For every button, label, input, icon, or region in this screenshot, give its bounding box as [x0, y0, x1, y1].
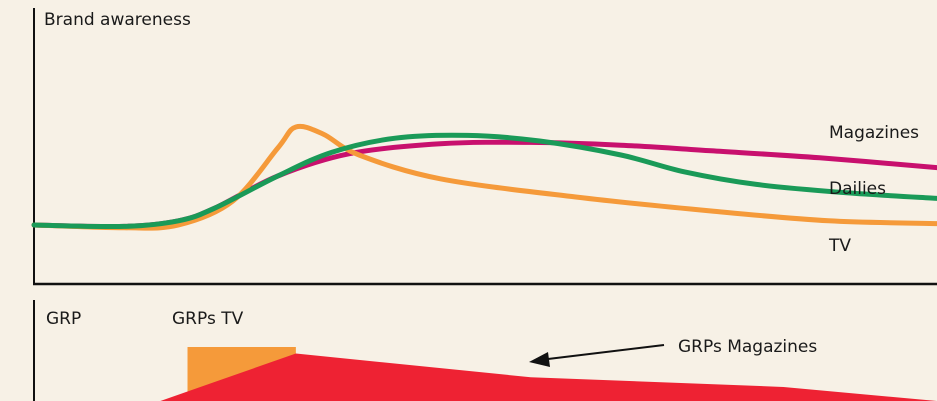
pointer-arrow-shaft — [547, 344, 665, 360]
series-label-tv: TV — [828, 236, 851, 256]
grps-magazines-label: GRPs Magazines — [678, 337, 817, 357]
bottom-y-axis-label: GRP — [46, 309, 81, 329]
top-y-axis-label: Brand awareness — [44, 10, 191, 30]
area-grps-magazines — [160, 353, 937, 401]
bottom-area-series — [160, 347, 937, 401]
grps-tv-label: GRPs TV — [172, 309, 244, 329]
series-label-magazines: Magazines — [829, 123, 919, 143]
top-series-lines — [31, 123, 937, 231]
series-line-dailies — [31, 132, 937, 230]
series-label-dailies: Dailies — [829, 179, 886, 199]
pointer-arrow-head — [529, 352, 550, 367]
